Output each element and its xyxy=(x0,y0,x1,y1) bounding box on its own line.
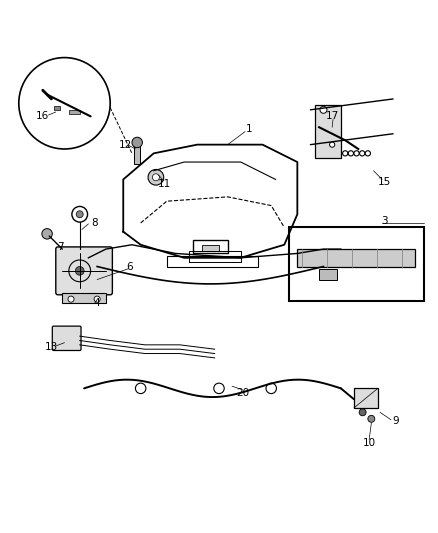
Bar xyxy=(134,144,140,164)
Text: 17: 17 xyxy=(325,111,339,122)
Bar xyxy=(62,293,106,303)
Text: 9: 9 xyxy=(392,416,399,426)
FancyBboxPatch shape xyxy=(52,326,81,351)
Text: 16: 16 xyxy=(36,111,49,122)
Circle shape xyxy=(76,211,83,218)
Circle shape xyxy=(368,415,375,422)
Circle shape xyxy=(214,383,224,393)
Circle shape xyxy=(329,142,335,147)
Bar xyxy=(289,228,424,301)
Text: 13: 13 xyxy=(45,342,58,352)
Text: 11: 11 xyxy=(158,179,171,189)
Bar xyxy=(53,107,60,110)
Text: 4: 4 xyxy=(94,298,100,309)
Text: 10: 10 xyxy=(363,438,376,448)
Text: 20: 20 xyxy=(237,387,250,398)
Circle shape xyxy=(135,383,146,393)
Bar xyxy=(315,106,341,158)
Circle shape xyxy=(148,169,164,185)
Circle shape xyxy=(72,206,88,222)
Bar xyxy=(167,256,258,266)
Bar xyxy=(201,245,219,251)
Bar xyxy=(319,269,336,279)
Text: 7: 7 xyxy=(57,242,64,252)
Circle shape xyxy=(266,383,276,393)
Text: 3: 3 xyxy=(381,216,388,226)
Circle shape xyxy=(152,174,159,181)
Bar xyxy=(354,389,378,408)
Text: 15: 15 xyxy=(378,176,391,187)
FancyBboxPatch shape xyxy=(56,247,113,295)
Circle shape xyxy=(68,296,74,302)
Circle shape xyxy=(75,266,84,275)
Bar xyxy=(69,110,80,114)
Text: 8: 8 xyxy=(92,218,98,228)
Text: 6: 6 xyxy=(127,262,133,271)
Circle shape xyxy=(320,107,327,114)
Text: 1: 1 xyxy=(246,124,253,134)
Circle shape xyxy=(94,296,100,302)
Text: 12: 12 xyxy=(119,140,132,150)
Circle shape xyxy=(132,137,142,148)
Bar xyxy=(193,240,228,254)
Bar xyxy=(297,249,415,266)
Circle shape xyxy=(359,409,366,416)
Circle shape xyxy=(42,229,52,239)
